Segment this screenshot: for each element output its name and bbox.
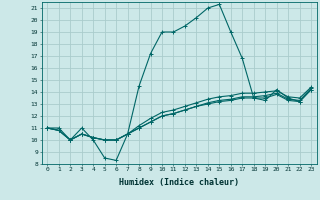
X-axis label: Humidex (Indice chaleur): Humidex (Indice chaleur) bbox=[119, 178, 239, 187]
